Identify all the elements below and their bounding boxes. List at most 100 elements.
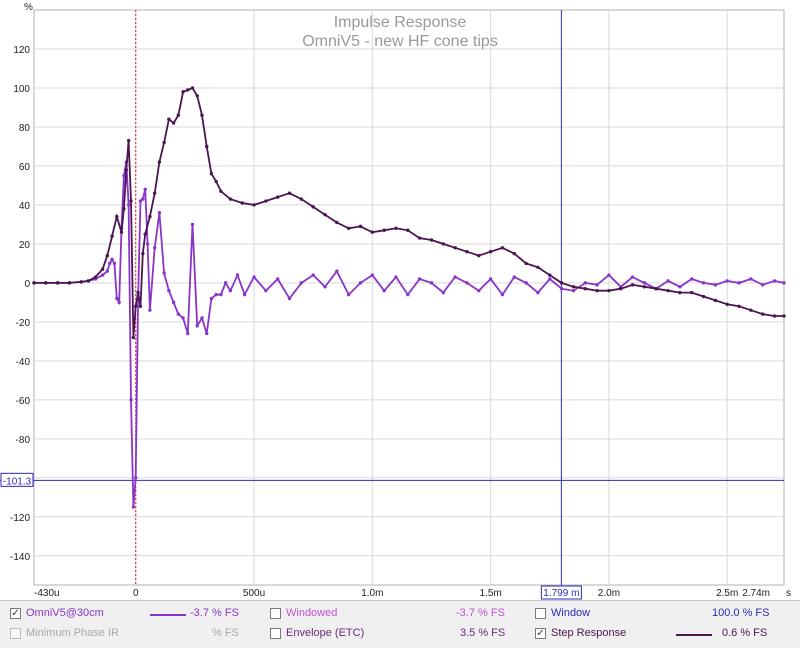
- legend-label-omniv5[interactable]: OmniV5@30cm: [26, 607, 104, 619]
- series-step-response-point: [429, 238, 434, 242]
- checkbox-windowed[interactable]: [270, 608, 281, 619]
- series-impulse-point: [429, 281, 434, 285]
- x-tick-label: 2.5m: [716, 588, 738, 599]
- series-impulse-point: [500, 292, 505, 297]
- series-step-response-point: [157, 160, 162, 164]
- series-impulse-point: [595, 283, 599, 287]
- series-impulse-point: [737, 281, 741, 285]
- chart-title: Impulse Response: [334, 14, 467, 31]
- series-impulse-point: [441, 290, 446, 295]
- y-tick-label: -40: [16, 357, 31, 368]
- series-step-response-point: [138, 304, 143, 308]
- series-impulse-point: [607, 273, 611, 277]
- legend-value-windowed: -3.7 % FS: [456, 607, 505, 619]
- checkbox-minimum-phase[interactable]: [10, 628, 21, 639]
- series-impulse-point: [126, 203, 131, 207]
- series-impulse-point: [287, 296, 292, 301]
- series-step-response-point: [548, 273, 552, 277]
- series-impulse-point: [162, 271, 166, 275]
- checkbox-omniv5[interactable]: ✓: [10, 608, 21, 619]
- series-impulse-point: [701, 281, 706, 285]
- series-step-response-point: [465, 249, 469, 254]
- legend-value-step-response: 0.6 % FS: [722, 627, 768, 639]
- legend-label-step-response[interactable]: Step Response: [551, 627, 627, 639]
- series-step-response-point: [441, 242, 446, 246]
- series-impulse-point: [583, 281, 587, 285]
- series-step-response-point: [275, 195, 280, 199]
- series-impulse-point: [323, 285, 327, 289]
- series-impulse-point: [630, 275, 635, 279]
- series-step-response-point: [32, 281, 36, 285]
- cursor-x-readout-box: [540, 585, 582, 600]
- series-impulse-point: [311, 273, 315, 277]
- series-step-response-point: [311, 205, 315, 209]
- y-tick-label: -80: [16, 435, 31, 446]
- series-step-response-point: [190, 86, 195, 90]
- series-impulse-point: [571, 288, 576, 293]
- series-impulse-point: [548, 277, 552, 281]
- x-tick-label: 1.0m: [361, 588, 383, 599]
- series-impulse-point: [167, 288, 171, 293]
- series-impulse-point: [157, 211, 162, 215]
- series-impulse-point: [117, 300, 121, 305]
- series-impulse-point: [129, 398, 133, 402]
- series-step-response-point: [55, 281, 60, 285]
- series-step-response-point: [595, 288, 599, 293]
- series-impulse-point: [105, 269, 110, 273]
- y-tick-label: 120: [13, 45, 30, 56]
- legend-label-windowed[interactable]: Windowed: [286, 607, 338, 619]
- series-step-response-point: [417, 236, 422, 240]
- series-step-response-point: [240, 201, 244, 205]
- series-step-response-point: [382, 228, 386, 232]
- y-tick-label: 0: [24, 279, 30, 290]
- series-impulse-point: [394, 275, 398, 279]
- series-step-response-point: [219, 189, 223, 193]
- legend-label-minimum-phase[interactable]: Minimum Phase IR: [26, 627, 119, 639]
- series-step-response-point: [619, 287, 623, 291]
- x-tick-label: 0: [133, 588, 139, 599]
- series-impulse-point: [559, 287, 564, 291]
- y-tick-label: -60: [16, 396, 31, 407]
- series-impulse-point: [761, 283, 765, 287]
- series-step-response-point: [370, 230, 375, 234]
- series-impulse-point: [176, 312, 181, 316]
- series-impulse-point: [131, 505, 136, 509]
- series-impulse-point: [195, 324, 199, 328]
- series-step-response-point: [406, 228, 410, 232]
- series-step-response-point: [44, 281, 48, 285]
- series-step-response-point: [512, 251, 516, 256]
- series-step-response-point: [453, 246, 457, 250]
- series-impulse-point: [110, 257, 114, 262]
- series-step-response-point: [335, 220, 339, 225]
- cursor-labels[interactable]: 1.799 m -101.3: [0, 472, 582, 600]
- series-step-response-point: [228, 197, 233, 201]
- series-impulse-point: [141, 197, 145, 201]
- series-step-response-point: [323, 212, 327, 217]
- y-tick-label: -120: [10, 513, 30, 524]
- legend-label-envelope[interactable]: Envelope (ETC): [286, 627, 365, 639]
- y-tick-label: 60: [19, 162, 31, 173]
- series-step-response-point: [761, 312, 765, 316]
- series-step-response-point: [67, 281, 72, 285]
- checkbox-envelope[interactable]: [270, 628, 281, 639]
- checkbox-step-response[interactable]: ✓: [535, 628, 546, 639]
- series-step-response-point: [666, 288, 670, 293]
- series-step-response-point: [346, 226, 351, 231]
- series-step-response-point: [358, 224, 363, 229]
- impulse-response-chart[interactable]: 120100806040200-20-40-60-80-100-120-140 …: [0, 0, 800, 600]
- legend-label-window[interactable]: Window: [551, 607, 591, 619]
- series-step-response-point: [690, 290, 694, 295]
- series-step-response-point: [141, 251, 145, 256]
- series-step-response-point: [86, 279, 91, 283]
- cursor-y-readout: -101.3: [3, 476, 32, 487]
- series-impulse-point: [772, 279, 777, 283]
- series-impulse-point: [145, 242, 150, 246]
- series-step-response-point: [749, 308, 753, 312]
- series-impulse-point: [143, 187, 147, 192]
- series-step-response-point: [148, 214, 152, 219]
- checkbox-window[interactable]: [535, 608, 546, 619]
- series-step-response-point: [115, 214, 119, 219]
- series-step-response-point: [134, 304, 138, 308]
- series-impulse-point: [122, 173, 126, 178]
- series-impulse-point: [642, 281, 647, 285]
